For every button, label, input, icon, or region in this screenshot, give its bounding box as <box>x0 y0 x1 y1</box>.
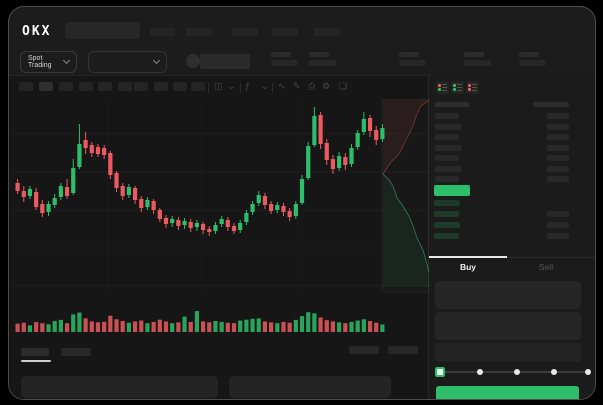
settings-gear-icon[interactable]: ⚙ <box>322 81 331 91</box>
timeframe-placeholder[interactable] <box>19 82 33 91</box>
ask-price-placeholder[interactable] <box>435 144 462 151</box>
ask-price-placeholder[interactable] <box>435 155 459 161</box>
candlestick-chart[interactable] <box>13 99 429 337</box>
stat-value-placeholder <box>399 60 426 66</box>
ask-amount-placeholder[interactable] <box>547 123 569 130</box>
nav-item-placeholder[interactable] <box>314 28 341 36</box>
bid-price-placeholder[interactable] <box>434 211 459 217</box>
stat-label-placeholder <box>309 52 329 57</box>
orderbook-trade-panel: Buy Sell <box>429 77 595 399</box>
stat-value-placeholder <box>309 60 336 66</box>
draw-icon[interactable]: ✎ <box>293 81 301 91</box>
active-tab-underline <box>21 360 51 362</box>
indicators-icon[interactable]: ƒ <box>245 81 251 91</box>
bid-amount-placeholder[interactable] <box>547 233 569 239</box>
ask-price-placeholder[interactable] <box>435 176 459 182</box>
slider-stop-dot[interactable] <box>551 369 557 375</box>
stat-label-placeholder <box>271 52 291 57</box>
nav-item-placeholder[interactable] <box>271 28 298 36</box>
market-type-dropdown[interactable]: Spot Trading <box>20 51 77 73</box>
timeframe-placeholder[interactable] <box>191 82 205 91</box>
app-window: OKX Spot Trading ◫ ⌄ ƒ ⌄ ∿ ✎ ⎙ ⚙ <box>8 6 596 400</box>
timeframe-placeholder[interactable] <box>59 82 73 91</box>
bid-price-placeholder[interactable] <box>434 222 460 228</box>
buy-tab-indicator <box>429 256 507 258</box>
fullscreen-icon[interactable]: ❏ <box>339 81 348 91</box>
ask-price-placeholder[interactable] <box>435 113 459 119</box>
chart-control-placeholder[interactable] <box>349 346 379 354</box>
buy-submit-button[interactable] <box>436 386 579 399</box>
stat-label-placeholder <box>519 52 539 57</box>
ask-amount-placeholder[interactable] <box>547 144 569 151</box>
orderbook-view-asks-icon[interactable] <box>466 81 479 94</box>
chevron-down-icon <box>152 56 161 65</box>
amount-slider[interactable] <box>439 371 588 373</box>
amount-input-placeholder[interactable] <box>435 312 581 340</box>
timeframe-placeholder[interactable] <box>79 82 93 91</box>
line-chart-icon[interactable]: ∿ <box>278 81 286 91</box>
ask-amount-placeholder[interactable] <box>547 134 569 140</box>
search-bar-placeholder[interactable] <box>65 22 140 39</box>
chart-tab-placeholder[interactable] <box>61 348 91 356</box>
market-type-label: Spot Trading <box>28 55 52 69</box>
total-input-placeholder[interactable] <box>435 343 581 362</box>
bid-amount-placeholder[interactable] <box>547 211 569 217</box>
bottom-panel-placeholder <box>21 376 218 398</box>
chevron-down-icon[interactable]: ⌄ <box>261 81 269 91</box>
pair-dropdown[interactable] <box>88 51 167 73</box>
chevron-down-icon <box>62 56 71 65</box>
ask-amount-placeholder[interactable] <box>547 165 569 172</box>
timeframe-placeholder[interactable] <box>118 82 132 91</box>
last-price-highlight[interactable] <box>434 185 470 196</box>
ask-price-placeholder[interactable] <box>435 134 459 140</box>
slider-stop-dot[interactable] <box>514 369 520 375</box>
nav-item-placeholder[interactable] <box>150 28 175 36</box>
timeframe-placeholder[interactable] <box>134 82 148 91</box>
coin-icon <box>186 54 200 68</box>
timeframe-placeholder[interactable] <box>154 82 168 91</box>
okx-logo[interactable]: OKX <box>22 24 52 39</box>
orderbook-header-placeholder <box>533 102 569 107</box>
orderbook-view-combined-icon[interactable] <box>436 81 449 94</box>
orderbook-header-placeholder <box>435 102 469 107</box>
slider-stop-dot[interactable] <box>585 369 591 375</box>
chart-zone: ◫ ⌄ ƒ ⌄ ∿ ✎ ⎙ ⚙ ❏ <box>9 75 429 399</box>
stat-label-placeholder <box>399 52 419 57</box>
stat-label-placeholder <box>464 52 484 57</box>
candle-style-icon[interactable]: ◫ <box>214 81 223 91</box>
bid-price-placeholder[interactable] <box>434 233 459 239</box>
nav-item-placeholder[interactable] <box>231 28 258 36</box>
ask-amount-placeholder[interactable] <box>547 176 569 182</box>
timeframe-placeholder[interactable] <box>98 82 112 91</box>
orderbook-view-bids-icon[interactable] <box>451 81 464 94</box>
last-price-placeholder <box>200 54 250 69</box>
stat-value-placeholder <box>271 60 298 66</box>
slider-handle[interactable] <box>435 367 445 377</box>
ask-amount-placeholder[interactable] <box>547 113 569 119</box>
ask-amount-placeholder[interactable] <box>547 155 569 161</box>
ask-price-placeholder[interactable] <box>435 123 461 130</box>
stat-value-placeholder <box>519 60 546 66</box>
tab-buy[interactable]: Buy <box>459 262 477 272</box>
chart-tab-placeholder[interactable] <box>21 348 49 356</box>
stat-value-placeholder <box>464 60 491 66</box>
chart-control-placeholder[interactable] <box>388 346 418 354</box>
camera-icon[interactable]: ⎙ <box>308 81 316 91</box>
bid-price-placeholder[interactable] <box>434 200 460 206</box>
timeframe-placeholder[interactable] <box>173 82 187 91</box>
bid-amount-placeholder[interactable] <box>547 222 569 228</box>
chevron-down-icon[interactable]: ⌄ <box>228 81 236 91</box>
slider-stop-dot[interactable] <box>477 369 483 375</box>
tab-sell[interactable]: Sell <box>538 262 554 272</box>
nav-item-placeholder[interactable] <box>186 28 213 36</box>
ask-price-placeholder[interactable] <box>435 165 461 172</box>
price-input-placeholder[interactable] <box>435 281 581 309</box>
timeframe-placeholder[interactable] <box>39 82 53 91</box>
bottom-panel-placeholder <box>229 376 391 398</box>
